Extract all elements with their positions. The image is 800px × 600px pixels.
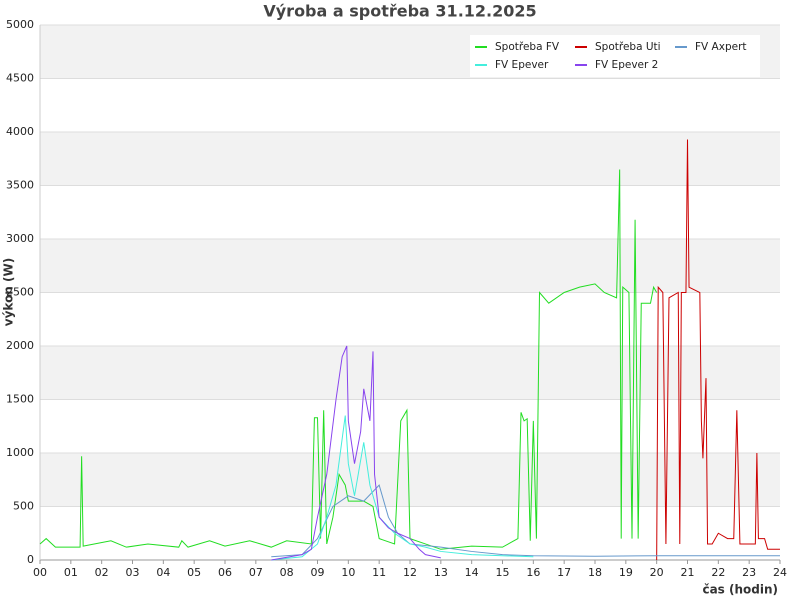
y-tick-label: 5000 (6, 18, 34, 31)
grid-band (40, 346, 780, 400)
y-tick-label: 4000 (6, 125, 34, 138)
legend-label: Spotřeba Uti (595, 41, 661, 53)
grid-band (40, 239, 780, 293)
x-tick-label: 23 (742, 566, 756, 579)
y-tick-label: 1000 (6, 446, 34, 459)
y-tick-label: 0 (27, 553, 34, 566)
x-tick-label: 17 (557, 566, 571, 579)
x-tick-label: 03 (126, 566, 140, 579)
legend-label: Spotřeba FV (495, 41, 560, 53)
x-tick-label: 24 (773, 566, 787, 579)
series-line (271, 484, 780, 558)
x-tick-label: 02 (95, 566, 109, 579)
x-tick-label: 06 (218, 566, 232, 579)
x-tick-label: 13 (434, 566, 448, 579)
series-line (271, 415, 534, 561)
chart-title: Výroba a spotřeba 31.12.2025 (263, 2, 536, 21)
series-line (271, 345, 441, 561)
x-tick-label: 20 (650, 566, 664, 579)
x-tick-label: 15 (496, 566, 510, 579)
x-tick-label: 18 (588, 566, 602, 579)
grid-band (40, 453, 780, 507)
x-tick-label: 00 (33, 566, 47, 579)
x-tick-label: 19 (619, 566, 633, 579)
legend-label: FV Epever 2 (595, 59, 658, 71)
x-tick-label: 04 (156, 566, 170, 579)
legend-label: FV Axpert (695, 41, 747, 53)
x-tick-label: 14 (465, 566, 479, 579)
y-tick-label: 2500 (6, 286, 34, 299)
y-tick-label: 3500 (6, 179, 34, 192)
grid-band (40, 132, 780, 186)
x-axis-label: čas (hodin) (702, 583, 778, 597)
x-tick-label: 08 (280, 566, 294, 579)
x-tick-label: 05 (187, 566, 201, 579)
y-axis-label: výkon (W) (2, 258, 16, 326)
y-tick-label: 1500 (6, 393, 34, 406)
x-tick-label: 01 (64, 566, 78, 579)
x-tick-label: 22 (711, 566, 725, 579)
legend-label: FV Epever (495, 59, 549, 71)
x-tick-label: 09 (311, 566, 325, 579)
x-tick-label: 12 (403, 566, 417, 579)
y-tick-label: 2000 (6, 339, 34, 352)
x-tick-label: 10 (341, 566, 355, 579)
x-tick-label: 11 (372, 566, 386, 579)
y-tick-label: 500 (13, 500, 34, 513)
y-tick-label: 3000 (6, 232, 34, 245)
legend-box (470, 35, 760, 77)
series-line (39, 169, 658, 550)
x-tick-label: 21 (681, 566, 695, 579)
x-tick-label: 07 (249, 566, 263, 579)
series-line (656, 139, 780, 561)
y-tick-label: 4500 (6, 72, 34, 85)
x-tick-label: 16 (526, 566, 540, 579)
